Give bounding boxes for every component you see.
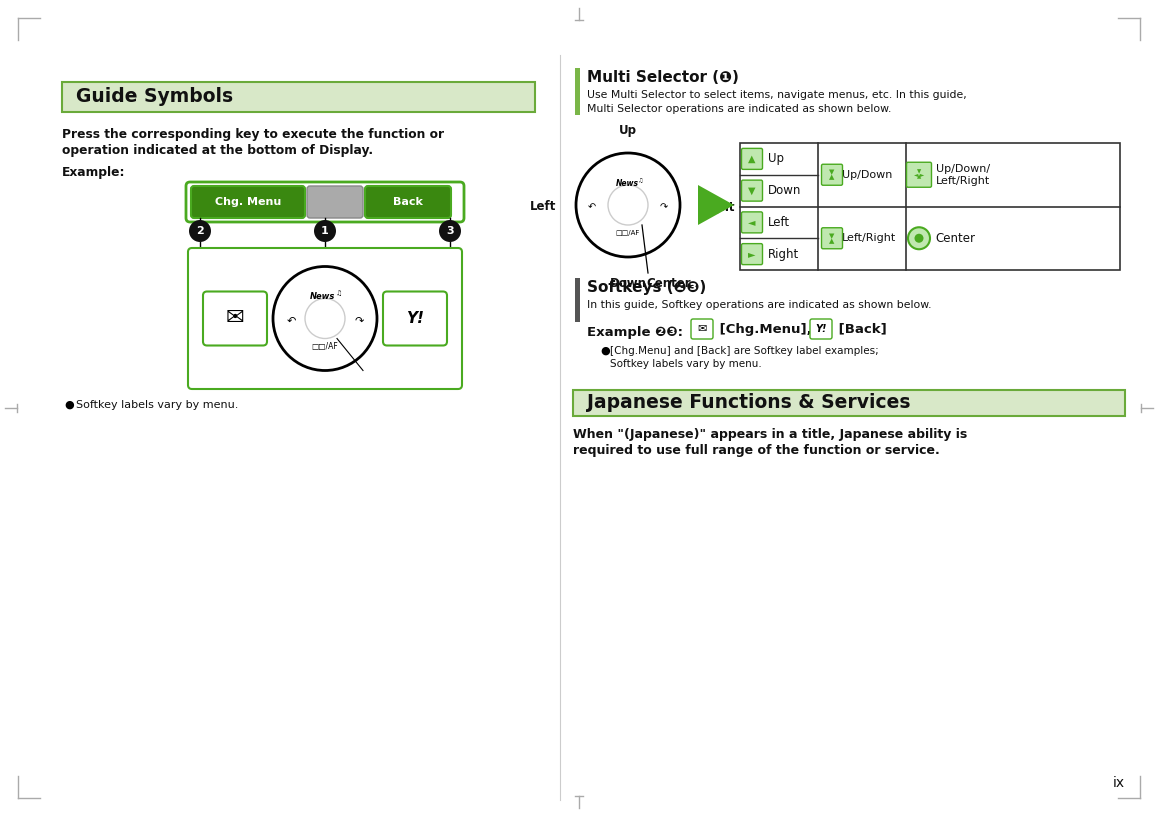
Circle shape (305, 299, 345, 339)
Text: 3: 3 (446, 226, 454, 236)
Text: ↶: ↶ (588, 202, 596, 212)
Text: Up: Up (768, 153, 784, 166)
Circle shape (273, 267, 378, 370)
FancyBboxPatch shape (809, 319, 831, 339)
Text: Back: Back (393, 197, 423, 207)
Text: □□/AF: □□/AF (616, 230, 640, 236)
Text: ◄: ◄ (914, 172, 918, 177)
Circle shape (439, 220, 461, 242)
Text: ▲: ▲ (829, 175, 835, 180)
Bar (740, 143, 1120, 270)
Text: News: News (616, 179, 638, 188)
Text: Press the corresponding key to execute the function or: Press the corresponding key to execute t… (63, 128, 445, 141)
Text: 1: 1 (321, 226, 329, 236)
Text: ▼: ▼ (829, 169, 835, 175)
Text: Japanese Functions & Services: Japanese Functions & Services (587, 393, 910, 413)
Text: Softkey labels vary by menu.: Softkey labels vary by menu. (610, 359, 762, 369)
Text: ►: ► (919, 172, 924, 177)
Text: ♫: ♫ (336, 290, 342, 296)
FancyBboxPatch shape (741, 212, 762, 233)
Text: Center: Center (935, 232, 975, 245)
Text: Left: Left (768, 216, 790, 228)
Text: Up/Down/
Left/Right: Up/Down/ Left/Right (936, 163, 990, 186)
FancyBboxPatch shape (365, 186, 450, 218)
Text: In this guide, Softkey operations are indicated as shown below.: In this guide, Softkey operations are in… (587, 300, 931, 310)
Text: Softkeys (❷❸): Softkeys (❷❸) (587, 280, 706, 295)
FancyBboxPatch shape (741, 180, 762, 201)
Text: Right: Right (699, 201, 735, 214)
Text: Down: Down (609, 277, 646, 290)
Text: Up: Up (620, 124, 637, 137)
Bar (63, 82, 535, 112)
Text: ▼: ▼ (748, 185, 756, 196)
Circle shape (189, 220, 211, 242)
Text: ►: ► (748, 249, 756, 259)
Text: Softkey labels vary by menu.: Softkey labels vary by menu. (76, 400, 239, 410)
Text: Use Multi Selector to select items, navigate menus, etc. In this guide,: Use Multi Selector to select items, navi… (587, 90, 967, 100)
Text: Guide Symbols: Guide Symbols (76, 87, 233, 107)
FancyBboxPatch shape (741, 244, 762, 264)
Text: ix: ix (1113, 776, 1126, 790)
Text: Left: Left (529, 201, 556, 214)
Bar (576, 278, 580, 322)
Bar (576, 68, 580, 115)
Text: ▲: ▲ (748, 154, 756, 164)
Text: Center: Center (646, 277, 690, 290)
Text: Example:: Example: (63, 166, 125, 179)
FancyBboxPatch shape (186, 182, 464, 222)
FancyBboxPatch shape (821, 164, 843, 185)
FancyBboxPatch shape (191, 186, 305, 218)
Text: ▼: ▼ (829, 233, 835, 239)
Text: 2: 2 (196, 226, 204, 236)
Text: ♫: ♫ (638, 178, 644, 183)
FancyBboxPatch shape (907, 162, 931, 187)
Text: ↷: ↷ (354, 316, 364, 326)
Circle shape (908, 227, 930, 249)
Text: Chg. Menu: Chg. Menu (215, 197, 281, 207)
Text: required to use full range of the function or service.: required to use full range of the functi… (573, 444, 940, 457)
Bar (573, 390, 1126, 416)
Text: ↶: ↶ (286, 316, 295, 326)
Text: Left/Right: Left/Right (842, 233, 896, 243)
Text: Right: Right (768, 247, 799, 260)
Text: Multi Selector operations are indicated as shown below.: Multi Selector operations are indicated … (587, 104, 892, 114)
Text: ●: ● (64, 400, 74, 410)
Text: [Back]: [Back] (834, 322, 887, 335)
Circle shape (576, 153, 680, 257)
Text: Up/Down: Up/Down (842, 170, 893, 180)
Text: ▼: ▼ (917, 170, 921, 175)
FancyBboxPatch shape (741, 149, 762, 170)
Text: ↷: ↷ (660, 202, 668, 212)
FancyBboxPatch shape (188, 248, 462, 389)
Text: ▲: ▲ (917, 175, 921, 180)
FancyBboxPatch shape (821, 228, 843, 249)
Circle shape (608, 185, 648, 225)
FancyBboxPatch shape (691, 319, 713, 339)
Text: ◄: ◄ (748, 217, 756, 228)
Circle shape (915, 233, 923, 242)
Text: Y!: Y! (406, 311, 424, 326)
Text: Example ❷❸:: Example ❷❸: (587, 326, 683, 339)
Text: ✉: ✉ (226, 308, 244, 329)
Text: □□/AF: □□/AF (312, 342, 338, 351)
Text: ●: ● (600, 346, 610, 356)
FancyBboxPatch shape (307, 186, 362, 218)
Text: [Chg.Menu],: [Chg.Menu], (714, 322, 812, 335)
Text: [Chg.Menu] and [Back] are Softkey label examples;: [Chg.Menu] and [Back] are Softkey label … (610, 346, 879, 356)
Text: Y!: Y! (815, 324, 827, 334)
Text: Down: Down (768, 184, 801, 197)
FancyBboxPatch shape (203, 291, 267, 345)
FancyBboxPatch shape (383, 291, 447, 345)
Text: Multi Selector (❶): Multi Selector (❶) (587, 70, 739, 85)
Polygon shape (698, 185, 734, 225)
Text: ▲: ▲ (829, 237, 835, 244)
Circle shape (314, 220, 336, 242)
Text: When "(Japanese)" appears in a title, Japanese ability is: When "(Japanese)" appears in a title, Ja… (573, 428, 967, 441)
Text: operation indicated at the bottom of Display.: operation indicated at the bottom of Dis… (63, 144, 373, 157)
Text: ✉: ✉ (697, 324, 706, 334)
Text: News: News (310, 292, 336, 301)
